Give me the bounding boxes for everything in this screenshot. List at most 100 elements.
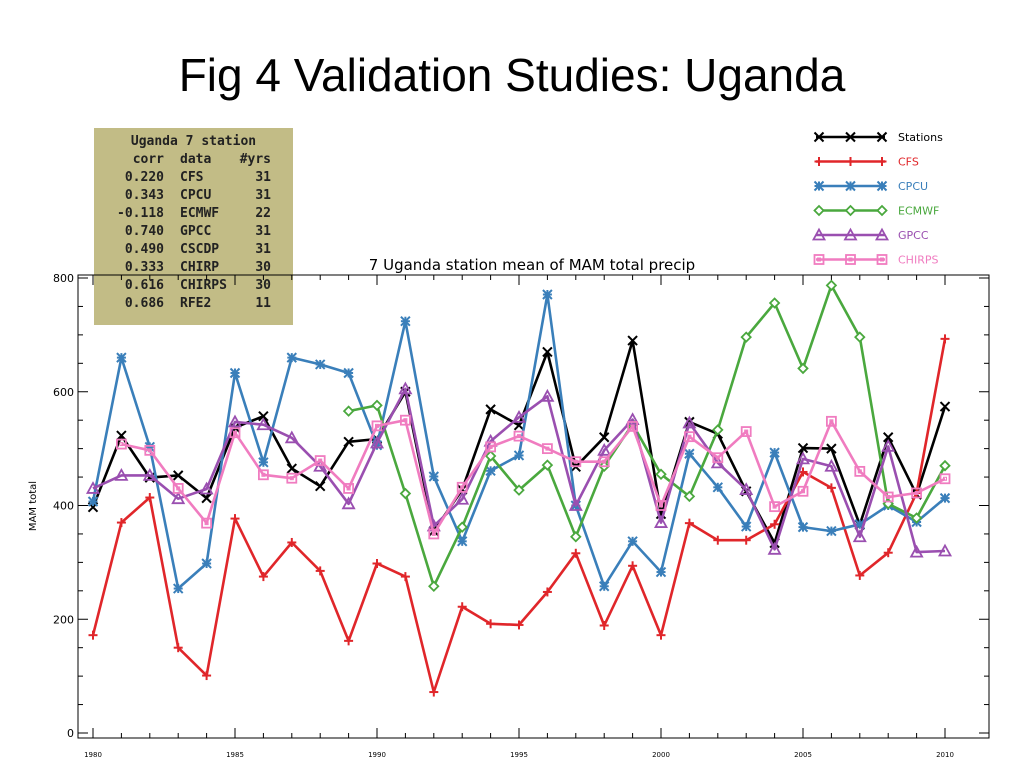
data-point <box>369 435 385 449</box>
data-point <box>876 254 888 265</box>
data-point <box>881 438 896 452</box>
data-point <box>911 487 922 499</box>
data-point <box>655 468 667 480</box>
data-point <box>683 490 696 503</box>
row-yrs: 22 <box>255 206 271 221</box>
series-cfs <box>88 334 950 697</box>
x-tick-label: 1980 <box>84 751 102 759</box>
slide-title: Fig 4 Validation Studies: Uganda <box>178 49 846 101</box>
data-point <box>116 518 126 528</box>
row-yrs: 31 <box>255 170 271 185</box>
x-tick-label: 1990 <box>368 751 386 759</box>
data-point <box>846 157 855 166</box>
series-cpcu <box>87 289 951 594</box>
row-data: GPCC <box>180 224 212 239</box>
row-yrs: 31 <box>255 242 271 257</box>
series-line <box>91 338 947 694</box>
data-point <box>428 580 440 593</box>
data-point <box>284 430 299 444</box>
data-point <box>826 415 837 427</box>
data-point <box>314 455 326 466</box>
data-point <box>116 438 127 450</box>
data-point <box>845 131 856 143</box>
x-tick-label: 1995 <box>510 751 528 759</box>
data-point <box>909 544 924 558</box>
row-yrs: 31 <box>255 188 271 203</box>
data-point <box>627 335 638 346</box>
data-point <box>826 483 836 493</box>
data-point <box>874 227 890 241</box>
data-point <box>939 401 951 412</box>
data-point <box>811 227 827 241</box>
data-point <box>937 543 953 557</box>
x-tick-label: 1985 <box>226 751 244 759</box>
data-point <box>882 491 894 503</box>
header-yrs: #yrs <box>239 152 271 167</box>
legend-item: CPCU <box>813 180 928 193</box>
data-point <box>144 444 156 456</box>
data-point <box>741 535 751 545</box>
data-point <box>399 414 411 426</box>
data-point <box>258 572 268 582</box>
data-point <box>627 536 638 547</box>
data-point <box>599 621 609 631</box>
x-tick-label: 2000 <box>652 751 670 759</box>
data-point <box>682 415 697 429</box>
y-tick-label: 800 <box>53 272 74 285</box>
data-point <box>172 470 184 481</box>
data-point <box>684 448 695 459</box>
series-line <box>121 418 946 536</box>
data-point <box>826 525 837 537</box>
data-point <box>939 459 951 472</box>
data-point <box>876 180 888 192</box>
data-point <box>797 521 809 533</box>
data-point <box>114 467 129 481</box>
data-point <box>845 254 856 265</box>
data-point <box>655 566 667 578</box>
y-tick-label: 400 <box>53 500 74 513</box>
data-point <box>456 481 468 493</box>
data-point <box>371 399 383 412</box>
row-corr: -0.118 <box>117 206 164 221</box>
legend-item: CHIRPS <box>813 254 938 267</box>
data-point <box>541 459 554 471</box>
legend-label: CHIRPS <box>898 254 938 267</box>
data-point <box>343 483 355 494</box>
data-point <box>769 501 780 513</box>
data-point <box>199 481 214 495</box>
data-point <box>813 131 825 143</box>
data-point <box>854 465 866 477</box>
data-point <box>769 447 780 458</box>
data-point <box>258 410 269 422</box>
series-line <box>92 387 946 554</box>
data-point <box>845 180 856 192</box>
data-point <box>229 427 241 439</box>
data-point <box>882 432 894 443</box>
data-point <box>826 443 837 454</box>
correlation-table: Uganda 7 station corr data #yrs 0.220 CF… <box>94 128 293 325</box>
row-corr: 0.740 <box>124 224 164 239</box>
data-point <box>628 561 638 571</box>
series-stations <box>87 335 951 549</box>
data-point <box>542 289 553 300</box>
x-tick-label: 2005 <box>794 751 812 759</box>
data-point <box>371 420 383 432</box>
data-point <box>597 442 612 456</box>
row-data: CSCDP <box>180 242 220 257</box>
data-point <box>513 484 525 496</box>
data-point <box>343 367 354 379</box>
data-point <box>314 359 326 370</box>
data-point <box>797 485 809 497</box>
data-point <box>940 334 950 344</box>
data-point <box>571 548 581 558</box>
data-point <box>171 491 186 505</box>
table-row: 0.686 RFE2 11 <box>94 296 293 314</box>
table-row: 0.333 CHIRP 30 <box>94 260 293 278</box>
data-point <box>542 587 552 597</box>
data-point <box>540 388 555 402</box>
data-point <box>257 469 269 481</box>
data-point <box>877 157 887 166</box>
row-yrs: 30 <box>255 278 271 293</box>
row-data: RFE2 <box>180 296 212 311</box>
data-point <box>341 496 356 510</box>
